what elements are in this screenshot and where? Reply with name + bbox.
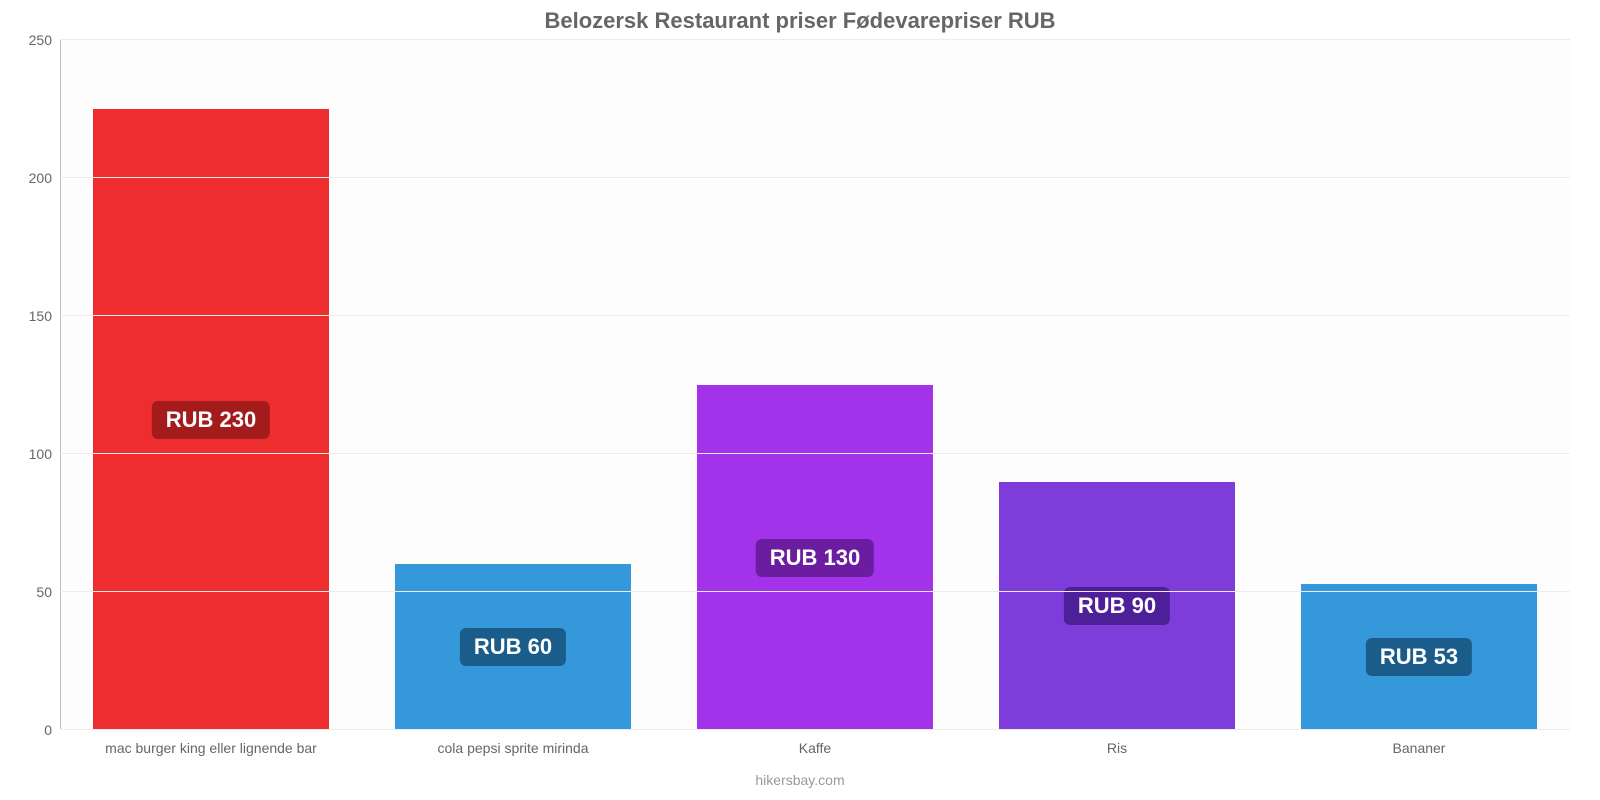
- bar: RUB 130: [697, 385, 933, 730]
- x-tick-label: Bananer: [1268, 740, 1570, 756]
- plot-area: RUB 230RUB 60RUB 130RUB 90RUB 53 mac bur…: [60, 40, 1570, 730]
- chart-footer: hikersbay.com: [0, 772, 1600, 788]
- x-tick-label: Kaffe: [664, 740, 966, 756]
- value-badge: RUB 130: [756, 539, 874, 577]
- y-tick-label: 0: [44, 722, 52, 738]
- value-badge: RUB 60: [460, 628, 566, 666]
- y-tick-label: 250: [29, 32, 52, 48]
- gridline: [60, 591, 1570, 592]
- y-tick-label: 150: [29, 308, 52, 324]
- x-axis-labels: mac burger king eller lignende barcola p…: [60, 740, 1570, 756]
- price-bar-chart: Belozersk Restaurant priser Fødevarepris…: [0, 0, 1600, 800]
- gridline: [60, 453, 1570, 454]
- gridline: [60, 315, 1570, 316]
- bar: RUB 60: [395, 564, 631, 730]
- bar-slot: RUB 90: [966, 40, 1268, 730]
- gridline: [60, 39, 1570, 40]
- chart-title: Belozersk Restaurant priser Fødevarepris…: [0, 0, 1600, 34]
- bar-slot: RUB 230: [60, 40, 362, 730]
- bar: RUB 90: [999, 482, 1235, 730]
- x-tick-label: mac burger king eller lignende bar: [60, 740, 362, 756]
- value-badge: RUB 53: [1366, 638, 1472, 676]
- y-tick-label: 200: [29, 170, 52, 186]
- bar: RUB 230: [93, 109, 329, 730]
- plot-inner: RUB 230RUB 60RUB 130RUB 90RUB 53 mac bur…: [60, 40, 1570, 730]
- gridline: [60, 729, 1570, 730]
- bar-slot: RUB 60: [362, 40, 664, 730]
- y-tick-label: 50: [36, 584, 52, 600]
- bars-row: RUB 230 RUB 60 RUB 130 RUB 90 RUB 53: [60, 40, 1570, 730]
- y-tick-label: 100: [29, 446, 52, 462]
- x-tick-label: cola pepsi sprite mirinda: [362, 740, 664, 756]
- bar-slot: RUB 130: [664, 40, 966, 730]
- bar: RUB 53: [1301, 584, 1537, 730]
- x-tick-label: Ris: [966, 740, 1268, 756]
- value-badge: RUB 230: [152, 401, 270, 439]
- bar-slot: RUB 53: [1268, 40, 1570, 730]
- gridline: [60, 177, 1570, 178]
- value-badge: RUB 90: [1064, 587, 1170, 625]
